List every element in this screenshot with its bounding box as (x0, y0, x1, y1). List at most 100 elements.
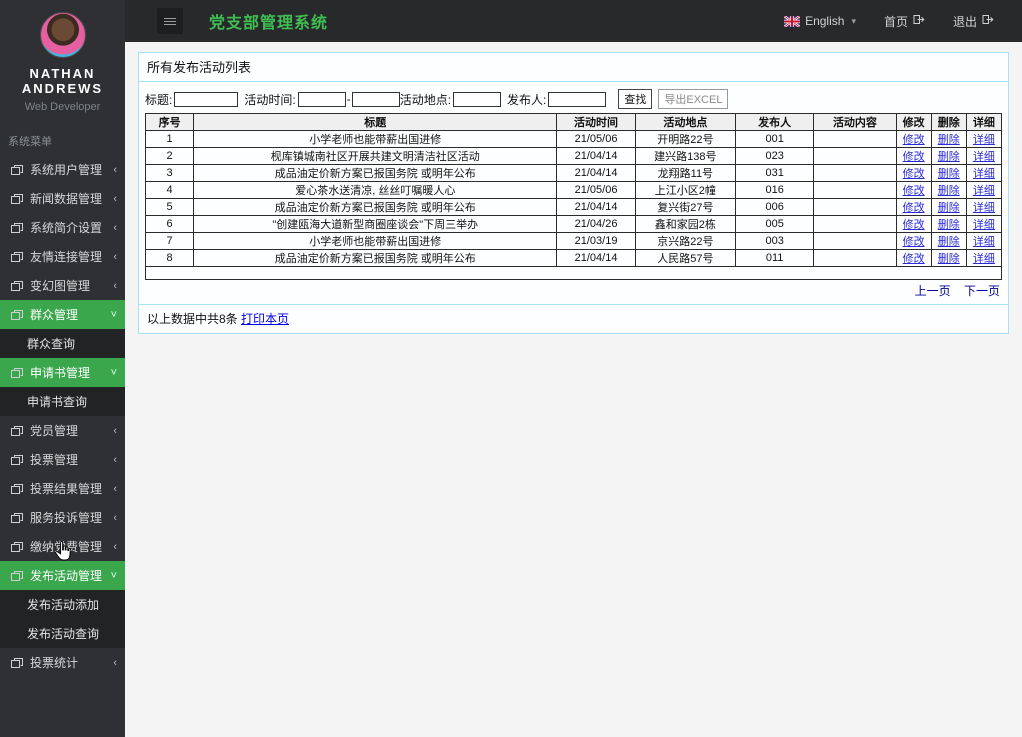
edit-link-cell: 修改 (895, 198, 932, 216)
sidebar-menu-item[interactable]: 申请书管理 ˅ (0, 358, 125, 387)
search-button[interactable]: 查找 (618, 89, 653, 109)
row-time: 21/04/26 (556, 215, 636, 233)
time-from-input[interactable] (297, 91, 346, 107)
column-header: 活动时间 (556, 113, 636, 131)
delete-link[interactable]: 删除 (937, 185, 960, 197)
delete-link-cell: 删除 (930, 249, 967, 267)
language-label: English (805, 14, 845, 28)
sidebar-submenu-item[interactable]: 发布活动查询 (0, 619, 125, 648)
edit-link[interactable]: 修改 (902, 185, 925, 197)
document-icon (11, 570, 23, 581)
sidebar-menu-item[interactable]: 群众管理 ˅ (0, 300, 125, 329)
sidebar-menu-item[interactable]: 友情连接管理 ‹ (0, 242, 125, 271)
edit-link[interactable]: 修改 (902, 134, 925, 146)
title-filter-input[interactable] (174, 91, 239, 107)
export-excel-button[interactable]: 导出EXCEL (658, 89, 729, 109)
document-icon (11, 512, 23, 523)
sidebar-menu-item[interactable]: 投票统计 ‹ (0, 648, 125, 677)
row-publisher: 001 (735, 130, 815, 148)
row-publisher: 003 (735, 232, 815, 250)
language-selector[interactable]: English ▾ (783, 14, 856, 28)
sidebar-menu-item[interactable]: 服务投诉管理 ‹ (0, 503, 125, 532)
row-title: 小学老师也能带薪出国进修 (193, 232, 558, 250)
edit-link-cell: 修改 (895, 181, 932, 199)
print-page-link[interactable]: 打印本页 (241, 312, 290, 326)
chevron-icon: ˅ (110, 569, 117, 582)
publisher-filter-input[interactable] (548, 91, 607, 107)
row-content (813, 249, 897, 267)
detail-link[interactable]: 详细 (972, 185, 995, 197)
home-link[interactable]: 首页 (884, 13, 925, 30)
delete-link[interactable]: 删除 (937, 253, 960, 265)
row-place: 京兴路22号 (634, 232, 737, 250)
chevron-down-icon: ▾ (851, 15, 856, 26)
place-filter-input[interactable] (453, 91, 502, 107)
row-no: 2 (144, 147, 195, 165)
sidebar-submenu-item[interactable]: 申请书查询 (0, 387, 125, 416)
home-label: 首页 (883, 14, 908, 29)
sidebar-menu-item[interactable]: 发布活动管理 ˅ (0, 561, 125, 590)
edit-link[interactable]: 修改 (902, 151, 925, 163)
document-icon (11, 483, 23, 494)
delete-link-cell: 删除 (930, 232, 967, 250)
detail-link-cell: 详细 (965, 249, 1003, 267)
sidebar-menu-item[interactable]: 系统简介设置 ‹ (0, 213, 125, 242)
row-title: 成品油定价新方案已报国务院 或明年公布 (193, 164, 558, 182)
delete-link[interactable]: 删除 (937, 202, 960, 214)
time-filter-label: 活动时间: (244, 92, 296, 107)
edit-link[interactable]: 修改 (902, 219, 925, 231)
row-time: 21/05/06 (556, 181, 636, 199)
hamburger-menu-button[interactable] (157, 8, 183, 34)
row-content (813, 130, 897, 148)
submenu-item-label: 发布活动查询 (27, 627, 100, 641)
title-filter-label: 标题: (145, 92, 173, 107)
detail-link-cell: 详细 (965, 198, 1003, 216)
logout-label: 退出 (952, 14, 977, 29)
menu-section-label: 系统菜单 (8, 136, 52, 148)
time-to-input[interactable] (351, 91, 400, 107)
sidebar-menu-item[interactable]: 系统用户管理 ‹ (0, 155, 125, 184)
sidebar-submenu-item[interactable]: 发布活动添加 (0, 590, 125, 619)
edit-link[interactable]: 修改 (902, 202, 925, 214)
detail-link[interactable]: 详细 (972, 202, 995, 214)
delete-link[interactable]: 删除 (937, 134, 960, 146)
sidebar-menu-item[interactable]: 新闻数据管理 ‹ (0, 184, 125, 213)
row-content (813, 215, 897, 233)
sidebar-menu-item[interactable]: 党员管理 ‹ (0, 416, 125, 445)
delete-link[interactable]: 删除 (937, 236, 960, 248)
logout-link[interactable]: 退出 (953, 13, 994, 30)
chevron-icon: ‹ (113, 192, 117, 205)
detail-link[interactable]: 详细 (972, 168, 995, 180)
next-page-link[interactable]: 下一页 (963, 284, 1000, 298)
sidebar-menu-item[interactable]: 变幻图管理 ‹ (0, 271, 125, 300)
chevron-icon: ‹ (113, 511, 117, 524)
sidebar: NATHAN ANDREWS Web Developer 系统菜单 系统用户管理… (0, 0, 125, 737)
pagination: 上一页 下一页 (145, 280, 1002, 302)
row-content (813, 181, 897, 199)
menu-item-label: 发布活动管理 (30, 569, 103, 583)
detail-link[interactable]: 详细 (972, 151, 995, 163)
sidebar-submenu-item[interactable]: 群众查询 (0, 329, 125, 358)
sidebar-menu-item[interactable]: 投票管理 ‹ (0, 445, 125, 474)
edit-link[interactable]: 修改 (902, 253, 925, 265)
row-publisher: 005 (735, 215, 815, 233)
sidebar-menu-item[interactable]: 投票结果管理 ‹ (0, 474, 125, 503)
menu-item-label: 友情连接管理 (30, 250, 103, 264)
menu-item-label: 系统简介设置 (30, 221, 103, 235)
detail-link[interactable]: 详细 (972, 134, 995, 146)
delete-link-cell: 删除 (930, 215, 967, 233)
detail-link[interactable]: 详细 (972, 219, 995, 231)
row-content (813, 147, 897, 165)
edit-link[interactable]: 修改 (902, 236, 925, 248)
document-icon (11, 193, 23, 204)
sidebar-menu-item[interactable]: 缴纳党费管理 ‹ (0, 532, 125, 561)
delete-link[interactable]: 删除 (937, 151, 960, 163)
prev-page-link[interactable]: 上一页 (914, 284, 951, 298)
detail-link[interactable]: 详细 (972, 236, 995, 248)
detail-link[interactable]: 详细 (972, 253, 995, 265)
delete-link[interactable]: 删除 (937, 219, 960, 231)
delete-link[interactable]: 删除 (937, 168, 960, 180)
edit-link[interactable]: 修改 (902, 168, 925, 180)
row-no: 3 (144, 164, 195, 182)
submenu-item-label: 群众查询 (27, 337, 76, 351)
